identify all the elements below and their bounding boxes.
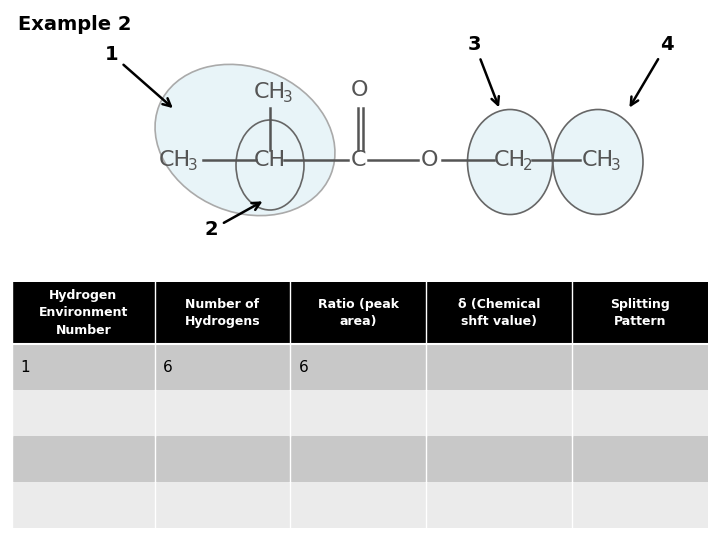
Text: 2: 2 [523,159,533,173]
Bar [426,390,572,436]
Bar [155,282,290,344]
Text: CH: CH [254,82,286,102]
Text: Hydrogen
Environment
Number: Hydrogen Environment Number [39,289,128,336]
Bar [155,390,290,436]
Bar [12,482,155,528]
Text: 6: 6 [163,360,172,375]
Bar [572,344,708,390]
Text: 3: 3 [283,91,293,105]
Text: C: C [350,150,366,170]
Text: 4: 4 [631,35,674,105]
Text: 2: 2 [205,202,260,239]
Text: Example 2: Example 2 [18,15,132,34]
Text: 3: 3 [468,35,499,105]
Text: Number of
Hydrogens: Number of Hydrogens [185,298,261,328]
Bar [426,436,572,482]
Bar [155,436,290,482]
Text: CH: CH [254,150,286,170]
Bar [572,436,708,482]
Bar [572,482,708,528]
Bar [572,390,708,436]
Bar [290,482,426,528]
Bar [426,282,572,344]
Text: 6: 6 [298,360,308,375]
Bar [12,436,155,482]
Bar [155,344,290,390]
Text: Splitting
Pattern: Splitting Pattern [611,298,670,328]
Ellipse shape [553,110,643,214]
Bar [426,482,572,528]
Text: O: O [421,150,438,170]
Bar [290,344,426,390]
Text: δ (Chemical
shft value): δ (Chemical shft value) [458,298,541,328]
Bar [12,282,155,344]
Bar [290,390,426,436]
Bar [12,390,155,436]
Text: CH: CH [494,150,526,170]
Text: O: O [351,80,369,100]
Text: 3: 3 [611,159,621,173]
Text: Ratio (peak
area): Ratio (peak area) [318,298,399,328]
Bar [572,282,708,344]
Text: CH: CH [582,150,614,170]
Text: 1: 1 [20,360,30,375]
Ellipse shape [236,120,304,210]
Text: 3: 3 [188,159,198,173]
Bar [426,344,572,390]
Text: CH: CH [159,150,191,170]
Bar [155,482,290,528]
Bar [290,282,426,344]
Ellipse shape [155,64,335,215]
Text: 1: 1 [105,45,171,106]
Bar [12,344,155,390]
Bar [290,436,426,482]
Ellipse shape [467,110,552,214]
